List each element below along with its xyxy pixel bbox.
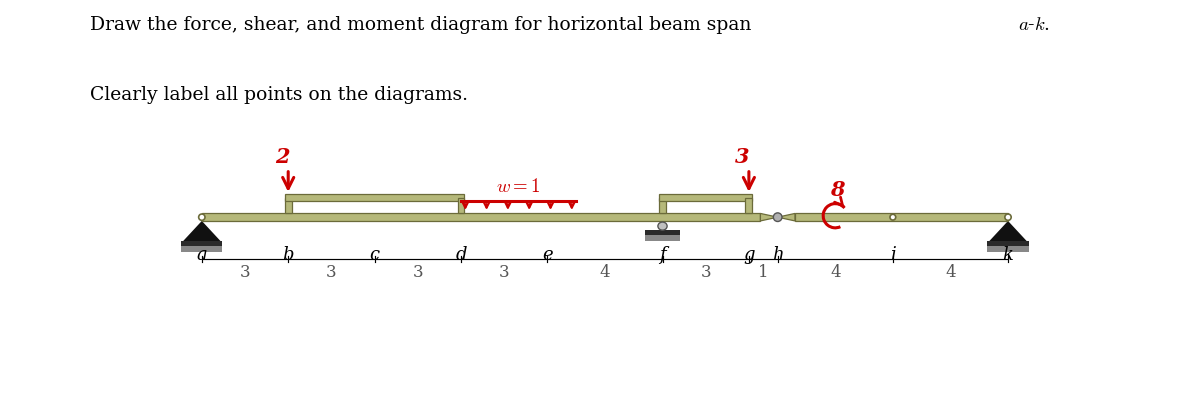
- Bar: [646, 230, 679, 241]
- Text: h: h: [772, 246, 784, 264]
- Circle shape: [890, 214, 895, 220]
- Text: b: b: [282, 246, 294, 264]
- Text: k: k: [1002, 246, 1014, 264]
- Text: $a$-$k$.: $a$-$k$.: [1018, 16, 1050, 34]
- Text: i: i: [890, 246, 895, 264]
- Text: g: g: [743, 246, 755, 264]
- Text: Clearly label all points on the diagrams.: Clearly label all points on the diagrams…: [90, 86, 468, 105]
- Text: f: f: [659, 246, 666, 264]
- Bar: [988, 241, 1028, 246]
- Text: e: e: [542, 246, 553, 264]
- Bar: [181, 241, 222, 246]
- Bar: [284, 194, 464, 201]
- Text: 3: 3: [240, 264, 251, 281]
- Text: 3: 3: [499, 264, 510, 281]
- Bar: [646, 230, 679, 235]
- Text: 3: 3: [701, 264, 712, 281]
- Bar: [794, 213, 1008, 221]
- Polygon shape: [184, 221, 221, 241]
- Text: 8: 8: [830, 180, 845, 200]
- Text: $w = 1$: $w = 1$: [497, 177, 541, 196]
- Text: 1: 1: [758, 264, 768, 281]
- Bar: [457, 198, 464, 213]
- Bar: [284, 198, 292, 213]
- Text: 4: 4: [830, 264, 840, 281]
- Ellipse shape: [658, 222, 667, 230]
- Circle shape: [199, 214, 205, 220]
- Text: a: a: [197, 246, 208, 264]
- Bar: [659, 194, 752, 201]
- Bar: [202, 213, 761, 221]
- Text: 4: 4: [946, 264, 955, 281]
- Text: 3: 3: [736, 147, 750, 167]
- Polygon shape: [761, 213, 778, 221]
- Text: c: c: [370, 246, 379, 264]
- Polygon shape: [778, 213, 794, 221]
- Bar: [181, 241, 222, 252]
- Circle shape: [1004, 214, 1012, 220]
- Circle shape: [773, 213, 782, 222]
- Text: 2: 2: [275, 147, 289, 167]
- Bar: [988, 241, 1028, 252]
- Text: Draw the force, shear, and moment diagram for horizontal beam span: Draw the force, shear, and moment diagra…: [90, 16, 757, 34]
- Text: 4: 4: [600, 264, 611, 281]
- Text: 3: 3: [326, 264, 337, 281]
- Bar: [745, 198, 752, 213]
- Bar: [659, 198, 666, 213]
- Polygon shape: [989, 221, 1027, 241]
- Text: 3: 3: [413, 264, 424, 281]
- Text: d: d: [455, 246, 467, 264]
